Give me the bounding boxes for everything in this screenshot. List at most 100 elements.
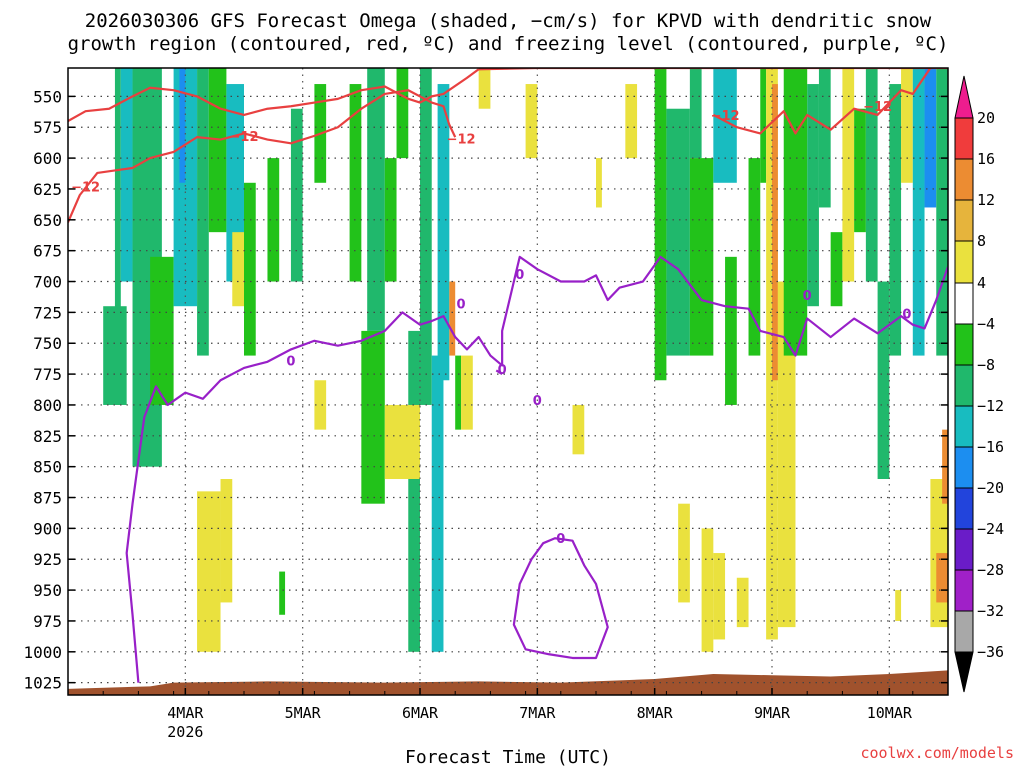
y-tick-label: 925 bbox=[33, 550, 62, 569]
colorbar-label: 4 bbox=[977, 274, 986, 292]
freezing-contour-label: 0 bbox=[286, 354, 295, 369]
colorbar-label: 20 bbox=[977, 109, 995, 127]
chart-title-line1: 2026030306 GFS Forecast Omega (shaded, −… bbox=[85, 10, 932, 32]
omega-cell bbox=[865, 68, 878, 282]
dgz-contour-label: −12 bbox=[863, 100, 892, 115]
colorbar-label: 12 bbox=[977, 191, 995, 209]
y-axis: 550 575 600 625 650 675 700 725 750 775 800 825 850 8… bbox=[23, 87, 948, 693]
y-tick-label: 725 bbox=[33, 303, 62, 322]
dgz-contour-label: −12 bbox=[230, 130, 259, 145]
y-tick-label: 1025 bbox=[23, 674, 62, 693]
y-tick-label: 950 bbox=[33, 581, 62, 600]
omega-cell bbox=[197, 491, 221, 652]
freezing-contour-line bbox=[125, 255, 948, 683]
omega-cell bbox=[267, 158, 280, 282]
omega-cell bbox=[103, 306, 127, 405]
y-tick-label: 875 bbox=[33, 489, 62, 508]
colorbar-bottom-arrow bbox=[954, 651, 974, 693]
omega-cell bbox=[689, 158, 714, 356]
y-tick-label: 600 bbox=[33, 149, 62, 168]
colorbar-label: −32 bbox=[977, 602, 1004, 620]
colorbar-band bbox=[954, 364, 974, 407]
omega-cell bbox=[208, 68, 227, 233]
omega-cell bbox=[179, 68, 186, 183]
omega-cell bbox=[654, 68, 667, 381]
colorbar-label: −20 bbox=[977, 479, 1004, 497]
omega-cell bbox=[420, 68, 432, 405]
omega-cell bbox=[461, 355, 473, 430]
colorbar-label: −16 bbox=[977, 438, 1004, 456]
freezing-contour-line bbox=[495, 369, 503, 376]
x-tick-label: 8MAR bbox=[637, 704, 674, 722]
omega-cell bbox=[924, 68, 937, 208]
x-tick-label: 10MAR bbox=[867, 704, 913, 722]
omega-cell bbox=[936, 68, 948, 356]
colorbar-band bbox=[954, 610, 974, 653]
plot-content: −12 −12 −12 −12 −12 0 0 0 0 0 0 0 0 bbox=[68, 68, 948, 695]
omega-cell bbox=[830, 232, 843, 307]
x-axis-label: Forecast Time (UTC) bbox=[405, 747, 611, 768]
freezing-contour-label: 0 bbox=[498, 363, 507, 378]
x-tick-label: 9MAR bbox=[754, 704, 791, 722]
dgz-contour-line bbox=[68, 89, 457, 223]
omega-cell bbox=[877, 281, 890, 480]
colorbar-band bbox=[954, 323, 974, 366]
colorbar-label: −28 bbox=[977, 561, 1004, 579]
x-tick-sublabel: 2026 bbox=[167, 723, 203, 741]
y-tick-label: 900 bbox=[33, 519, 62, 538]
colorbar-label: −36 bbox=[977, 643, 1004, 661]
omega-cell bbox=[895, 590, 902, 621]
omega-cell bbox=[748, 158, 761, 356]
omega-cell bbox=[736, 577, 749, 628]
colorbar-label: 8 bbox=[977, 232, 986, 250]
colorbar-label: −4 bbox=[977, 315, 995, 333]
omega-cell bbox=[936, 553, 948, 603]
x-tick-label: 6MAR bbox=[402, 704, 439, 722]
omega-cell bbox=[596, 158, 602, 208]
freezing-contour-label: 0 bbox=[515, 268, 524, 283]
omega-cell bbox=[772, 84, 778, 381]
x-tick-label: 5MAR bbox=[285, 704, 322, 722]
omega-cell bbox=[226, 84, 244, 282]
x-tick-label: 4MAR bbox=[167, 704, 204, 722]
omega-cell bbox=[572, 404, 585, 455]
omega-cell bbox=[361, 330, 385, 504]
y-tick-label: 675 bbox=[33, 242, 62, 261]
colorbar-top-arrow bbox=[954, 75, 974, 119]
y-tick-label: 800 bbox=[33, 396, 62, 415]
omega-cell bbox=[349, 84, 362, 282]
dgz-contour-label: −12 bbox=[711, 109, 740, 124]
colorbar: 20 16 12 8 4 −4 −8 −12 −16 −20 −24 −28 −32 −36 bbox=[954, 75, 1004, 693]
omega-cell bbox=[842, 68, 855, 282]
omega-cell bbox=[220, 479, 233, 603]
omega-cell bbox=[279, 571, 286, 615]
omega-cell bbox=[431, 355, 444, 652]
omega-cell bbox=[666, 108, 690, 356]
credit-text: coolwx.com/models bbox=[860, 744, 1014, 762]
colorbar-label: 16 bbox=[977, 150, 995, 168]
colorbar-band bbox=[954, 199, 974, 242]
omega-cell bbox=[701, 528, 714, 652]
omega-cell bbox=[408, 330, 420, 652]
y-tick-label: 775 bbox=[33, 365, 62, 384]
omega-cell bbox=[689, 68, 702, 159]
freezing-contour-label: 0 bbox=[556, 532, 565, 547]
freezing-contour-label: 0 bbox=[803, 289, 812, 304]
freezing-contour-label: 0 bbox=[533, 394, 542, 409]
colorbar-band bbox=[954, 405, 974, 448]
omega-cell bbox=[232, 232, 244, 307]
freezing-contour-label: 0 bbox=[457, 298, 466, 313]
omega-cell bbox=[854, 108, 866, 233]
omega-cell bbox=[783, 68, 808, 356]
y-tick-label: 1000 bbox=[23, 643, 62, 662]
omega-cell bbox=[384, 158, 397, 282]
omega-cell bbox=[367, 68, 385, 331]
colorbar-band bbox=[954, 117, 974, 160]
omega-cell bbox=[760, 68, 767, 183]
y-tick-label: 975 bbox=[33, 612, 62, 631]
omega-cell bbox=[455, 355, 462, 430]
colorbar-band bbox=[954, 446, 974, 489]
omega-cell bbox=[678, 503, 690, 603]
dgz-contour-label: −12 bbox=[71, 180, 100, 195]
